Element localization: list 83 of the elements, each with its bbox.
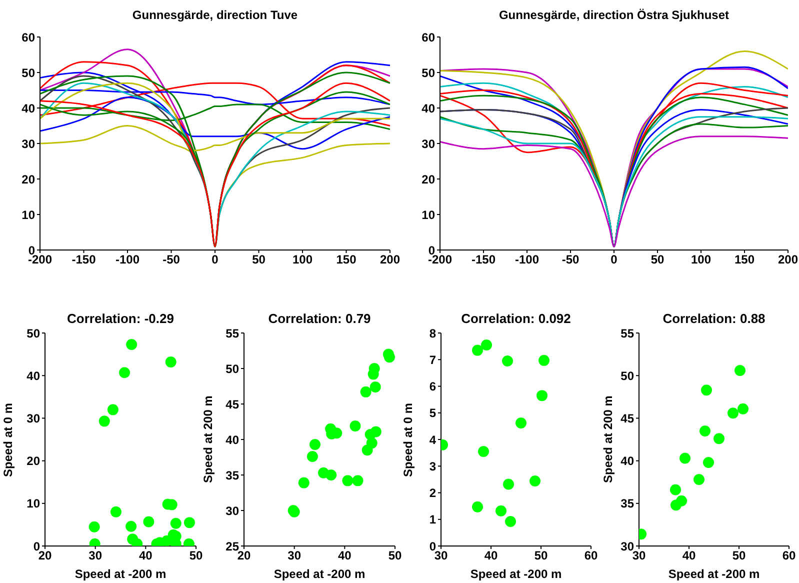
x-tick-label: -150 [72,252,96,267]
y-tick-label: 35 [226,468,240,482]
y-tick-label: 30 [422,136,436,151]
x-tick-label: 20 [237,548,251,563]
y-tick-label: 20 [22,172,36,186]
x-tick-label: 50 [252,252,266,267]
y-tick-label: 50 [620,368,634,383]
y-tick-label: 35 [620,496,634,511]
x-tick-label: -100 [514,252,540,267]
y-tick-label: 30 [226,504,240,518]
x-tick-label: 60 [782,548,796,563]
chart-title: Correlation: 0.092 [460,311,572,326]
y-tick-label: 60 [22,30,36,44]
x-tick-label: 40 [484,548,498,563]
chart-title: Correlation: 0.88 [662,311,766,326]
x-tick-label: 30 [88,548,102,563]
y-tick-label: 2 [429,486,436,500]
y-tick-label: 3 [429,459,436,474]
y-tick-label: 45 [620,411,634,426]
chart-title: Gunnesgärde, direction Tuve [131,8,299,22]
x-tick-label: 100 [690,252,712,267]
x-tick-label: 30 [288,548,302,563]
y-axis-title: Speed at 0 m [401,401,415,479]
y-tick-label: 55 [226,326,240,340]
y-axis-title: Speed at 200 m [601,394,615,486]
x-tick-label: 40 [338,548,352,563]
y-tick-label: 45 [226,397,240,412]
x-tick-label: 50 [189,548,203,563]
x-tick-label: -100 [115,252,140,267]
y-tick-label: 20 [26,454,40,468]
y-tick-label: 30 [26,411,40,426]
y-tick-label: 4 [429,432,436,447]
x-tick-label: 0 [610,252,618,267]
y-tick-label: 6 [429,380,436,394]
x-axis-title: Speed at -200 m [470,567,562,581]
y-tick-label: 50 [22,66,36,80]
y-tick-label: 40 [226,432,240,447]
chart-title: Correlation: 0.79 [267,311,372,326]
y-tick-label: 40 [422,101,436,116]
y-tick-label: 5 [429,406,436,420]
y-tick-label: 50 [26,326,40,340]
y-tick-label: 40 [26,368,40,383]
x-tick-label: 100 [292,252,313,267]
x-axis-title: Speed at -200 m [668,567,760,581]
x-tick-label: -50 [562,252,580,267]
x-tick-label: 150 [734,252,755,267]
x-tick-label: 30 [632,548,646,563]
y-tick-label: 10 [22,208,36,222]
y-tick-label: 8 [429,326,436,340]
x-tick-label: 200 [380,252,400,267]
x-tick-label: 40 [138,548,153,563]
y-tick-label: 50 [422,66,436,80]
y-tick-label: 40 [620,454,634,468]
y-tick-label: 0 [33,539,40,554]
y-tick-label: 1 [429,512,436,527]
x-tick-label: -150 [471,252,496,267]
x-tick-label: 20 [38,548,52,563]
y-tick-label: 10 [26,496,40,511]
chart-title: Gunnesgärde, direction Östra Sjukhuset [498,8,730,22]
y-tick-label: 60 [422,30,436,44]
x-tick-label: 150 [336,252,357,267]
y-tick-label: 7 [429,352,436,367]
y-tick-label: 55 [620,326,634,340]
chart-title: Correlation: -0.29 [66,311,175,326]
y-tick-label: 20 [422,172,436,186]
x-tick-label: 40 [682,548,696,563]
y-tick-label: 10 [422,208,436,222]
x-tick-label: 50 [650,252,664,267]
x-tick-label: 50 [388,548,402,563]
x-axis-title: Speed at -200 m [274,567,366,581]
x-axis-title: Speed at -200 m [74,567,166,581]
y-tick-label: 30 [22,136,36,151]
x-tick-label: 60 [584,548,598,563]
x-tick-label: 200 [778,252,798,267]
y-axis-title: Speed at 200 m [201,394,215,486]
x-tick-label: 0 [212,252,219,267]
y-axis-title: Speed at 0 m [1,401,15,479]
x-tick-label: -50 [162,252,180,267]
x-tick-label: 50 [534,548,548,563]
y-tick-label: 50 [226,362,240,376]
y-tick-label: 25 [226,539,240,554]
y-tick-label: 40 [22,101,36,116]
x-tick-label: 50 [732,548,746,563]
